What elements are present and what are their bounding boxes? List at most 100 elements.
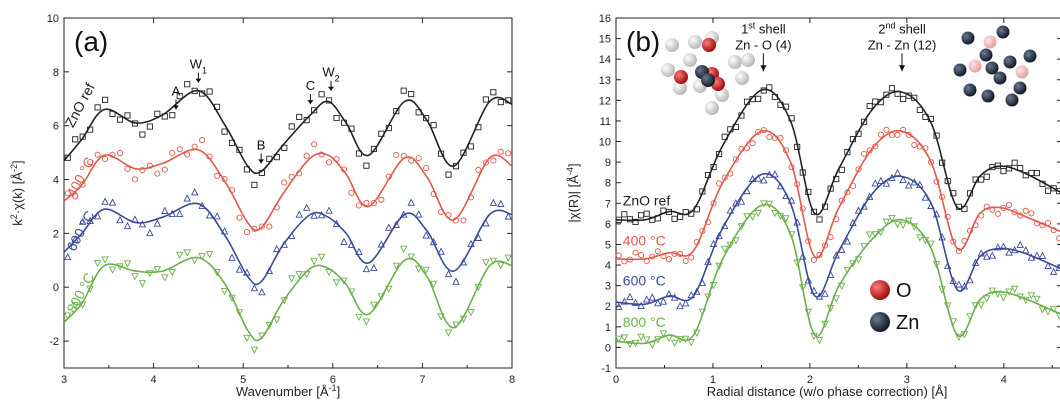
data-point [822,242,829,249]
data-point [960,331,969,339]
data-point [370,199,377,206]
data-point [794,143,801,150]
data-point [916,180,924,188]
data-point [176,93,183,100]
data-point [665,256,673,263]
annotation: A [172,84,181,99]
data-point [326,159,333,166]
data-point [637,301,645,309]
data-point [960,282,969,290]
y-tick-label: 11 [600,116,611,128]
data-point [626,256,633,263]
data-point [169,149,176,156]
data-point [1055,263,1060,271]
data-point [860,202,868,210]
data-point [1005,201,1013,208]
data-point [423,115,430,122]
data-point [665,208,673,216]
data-point [978,212,985,219]
data-point [849,260,857,268]
data-point [415,109,422,116]
data-point [378,130,385,137]
data-point [882,218,891,226]
data-point [732,199,740,207]
data-point [258,332,266,340]
data-point [910,223,919,231]
data-point [199,137,206,144]
data-point [721,174,728,181]
data-point [893,221,902,229]
data-point [281,144,288,151]
data-point [280,297,289,305]
data-point [766,133,773,141]
data-point [833,175,840,183]
data-point [228,187,236,194]
data-point [400,152,407,159]
data-point [726,206,735,214]
data-point [206,153,213,160]
data-point [392,262,401,270]
atom-sphere [701,73,715,87]
data-point [311,141,318,148]
data-point [191,143,198,150]
x-tick-label: 3 [61,374,67,386]
legend-marker-o [870,280,890,300]
data-point [900,126,907,133]
data-point [943,261,952,270]
data-point [838,282,846,290]
data-point [944,213,951,220]
data-point [799,284,807,292]
data-point [250,284,259,292]
y-tick-label: 12 [599,95,611,107]
data-point [288,173,295,180]
data-point [832,251,840,259]
data-point [855,166,862,173]
data-point [648,293,656,301]
data-point [78,301,87,309]
data-point [317,210,326,219]
data-point [982,252,991,260]
data-point [482,259,490,267]
data-point [904,217,913,225]
data-point [782,103,790,110]
data-point [497,148,504,155]
data-point [921,193,930,201]
data-point [183,194,191,202]
y-tick-label: -1 [601,363,611,375]
plot-frame [63,17,513,369]
data-point [243,166,250,173]
series-600-c [615,168,1060,310]
data-point [1005,165,1013,172]
data-point [759,176,768,184]
data-point [295,210,303,218]
data-point [927,240,935,248]
series-label: 600 °C [623,273,666,289]
data-point [482,219,490,227]
data-point [146,228,154,237]
x-axis-label: Radial distance (w/o phase correction) [… [707,384,948,399]
data-point [79,133,86,140]
series-400-c [63,137,513,236]
series-600-c [63,188,513,296]
annotation-subtitle: Zn - O (4) [735,37,791,52]
atom-sphere [1005,93,1019,107]
annotation: C [306,78,315,93]
data-point [438,150,445,157]
data-point [482,96,489,103]
data-point [804,276,813,284]
data-point [153,266,162,274]
data-point [71,302,79,310]
data-point [287,275,296,283]
data-point [190,257,199,265]
data-point [438,208,445,215]
data-point [883,126,890,133]
data-point [720,221,729,229]
data-point [333,156,340,163]
data-point [710,200,717,207]
data-point [377,293,386,301]
data-point [1055,312,1060,320]
data-point [273,204,280,211]
data-point [771,170,779,178]
data-point [943,302,952,310]
